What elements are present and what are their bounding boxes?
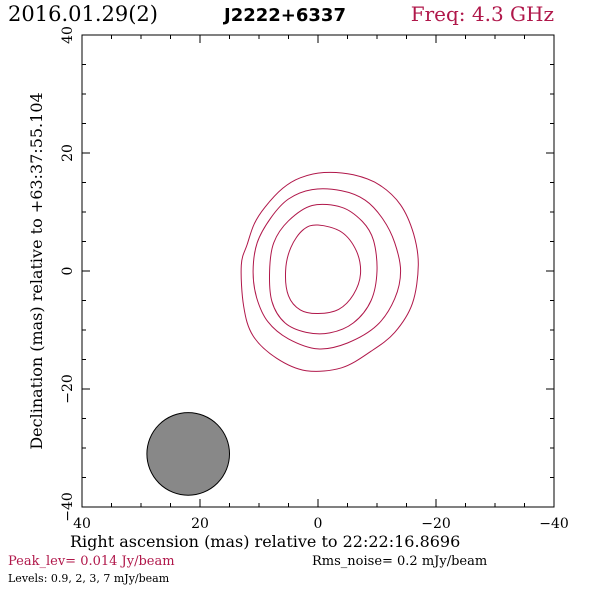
ticklabel-layer: 40 20 0 −20 −40 −40 −20 0 20 40: [60, 26, 569, 532]
contour-level-3: [268, 203, 378, 335]
y-tick-label: −40: [60, 492, 76, 522]
source-name: J2222+6337: [224, 5, 346, 26]
y-axis-label: Declination (mas) relative to +63:37:55.…: [27, 92, 46, 449]
y-tick-label: 20: [60, 144, 76, 162]
contour-layer: [240, 171, 419, 372]
frequency-label: Freq: 4.3 GHz: [410, 2, 554, 26]
y-tick-label: 0: [60, 267, 76, 276]
x-tick-label: 20: [191, 516, 209, 532]
contour-level-1: [240, 171, 419, 372]
peak-level: Peak_lev= 0.014 Jy/beam: [8, 554, 175, 569]
x-tick-label: −40: [539, 516, 569, 532]
beam-layer: [146, 412, 230, 496]
x-tick-label: −20: [421, 516, 451, 532]
beam-ellipse: [146, 412, 230, 496]
x-tick-label: 40: [73, 516, 91, 532]
tick-layer: [81, 34, 555, 508]
contour-levels: Levels: 0.9, 2, 3, 7 mJy/beam: [8, 572, 170, 585]
x-tick-label: 0: [314, 516, 323, 532]
x-axis-label: Right ascension (mas) relative to 22:22:…: [70, 532, 461, 551]
observation-date: 2016.01.29(2): [8, 2, 158, 26]
y-tick-label: 40: [60, 26, 76, 44]
rms-noise: Rms_noise= 0.2 mJy/beam: [312, 554, 488, 569]
y-tick-label: −20: [60, 374, 76, 404]
contour-level-2: [252, 188, 402, 350]
contour-level-4: [285, 224, 362, 315]
